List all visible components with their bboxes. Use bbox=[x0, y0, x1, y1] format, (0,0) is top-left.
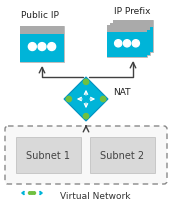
FancyBboxPatch shape bbox=[113, 28, 153, 53]
Circle shape bbox=[83, 114, 89, 119]
Circle shape bbox=[66, 97, 72, 102]
FancyBboxPatch shape bbox=[107, 26, 147, 33]
Circle shape bbox=[28, 43, 36, 51]
FancyBboxPatch shape bbox=[16, 137, 81, 173]
Circle shape bbox=[83, 80, 89, 85]
Circle shape bbox=[100, 97, 106, 102]
Circle shape bbox=[132, 40, 139, 48]
Circle shape bbox=[115, 40, 122, 48]
FancyBboxPatch shape bbox=[20, 27, 64, 35]
FancyBboxPatch shape bbox=[107, 33, 147, 58]
FancyBboxPatch shape bbox=[90, 137, 155, 173]
FancyBboxPatch shape bbox=[110, 23, 150, 55]
Circle shape bbox=[29, 192, 31, 194]
Circle shape bbox=[38, 43, 46, 51]
Polygon shape bbox=[64, 78, 108, 121]
FancyBboxPatch shape bbox=[20, 27, 64, 63]
Circle shape bbox=[48, 43, 56, 51]
Text: Subnet 2: Subnet 2 bbox=[100, 150, 144, 160]
FancyBboxPatch shape bbox=[110, 30, 150, 55]
Text: Virtual Network: Virtual Network bbox=[60, 191, 131, 201]
FancyBboxPatch shape bbox=[113, 21, 153, 53]
Circle shape bbox=[33, 192, 35, 194]
Circle shape bbox=[123, 40, 131, 48]
FancyBboxPatch shape bbox=[5, 126, 167, 184]
Text: Subnet 1: Subnet 1 bbox=[26, 150, 71, 160]
FancyBboxPatch shape bbox=[20, 35, 64, 63]
Text: NAT: NAT bbox=[113, 87, 131, 96]
FancyBboxPatch shape bbox=[113, 21, 153, 28]
Text: IP Prefix: IP Prefix bbox=[114, 7, 150, 16]
FancyBboxPatch shape bbox=[107, 26, 147, 58]
Text: Public IP: Public IP bbox=[21, 11, 59, 20]
FancyBboxPatch shape bbox=[110, 23, 150, 30]
Circle shape bbox=[31, 192, 33, 194]
